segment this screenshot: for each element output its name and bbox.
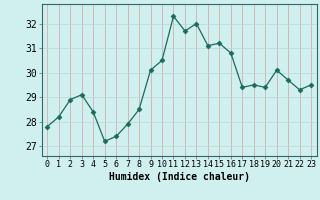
X-axis label: Humidex (Indice chaleur): Humidex (Indice chaleur) <box>109 172 250 182</box>
